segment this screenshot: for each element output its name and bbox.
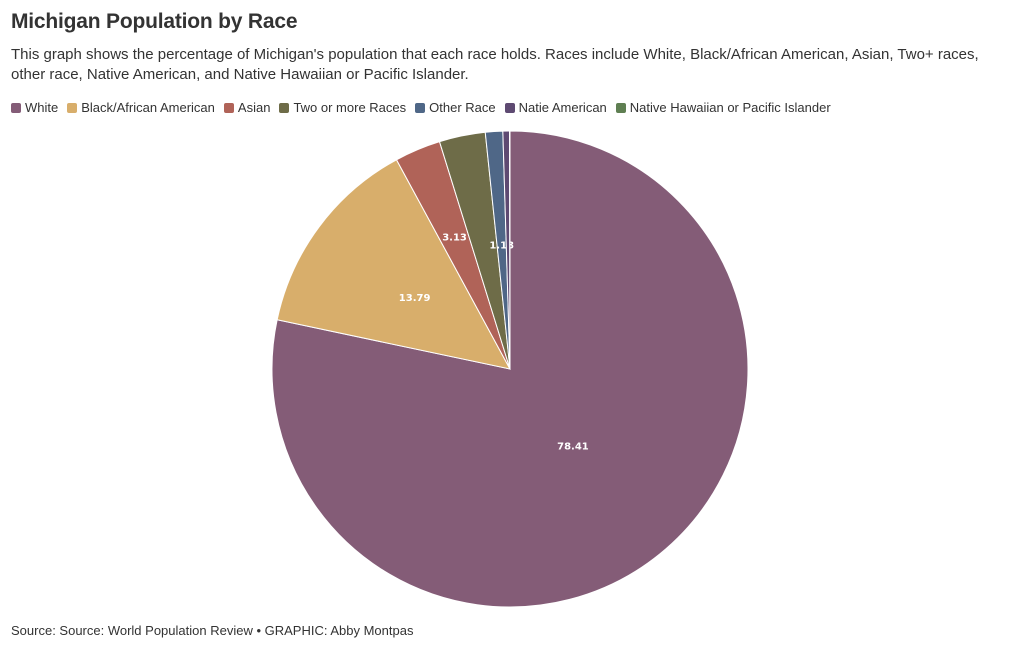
data-label-other-race: 1.18 <box>489 241 514 252</box>
legend-item-white[interactable]: White <box>11 100 58 115</box>
legend-swatch <box>279 102 290 113</box>
data-label-black-african-american: 13.79 <box>399 293 431 304</box>
legend-label: Black/African American <box>81 100 215 115</box>
chart-legend: White Black/African American Asian Two or m… <box>11 100 840 115</box>
data-label-white: 78.41 <box>557 442 589 453</box>
legend-swatch <box>223 102 234 113</box>
legend-label: Other Race <box>429 100 496 115</box>
pie-slice-black-african-american[interactable] <box>276 159 511 370</box>
legend-label: Native Hawaiian or Pacific Islander <box>629 100 831 115</box>
legend-item-other-race[interactable]: Other Race <box>415 100 496 115</box>
legend-label: Natie American <box>518 100 607 115</box>
legend-item-asian[interactable]: Asian <box>223 100 271 115</box>
legend-item-natie-american[interactable]: Natie American <box>504 100 607 115</box>
legend-swatch <box>615 102 626 113</box>
legend-swatch <box>504 102 515 113</box>
legend-label: Two or more Races <box>293 100 407 115</box>
pie-slice-white[interactable] <box>271 130 749 608</box>
legend-item-native-hawaiian-or-pacific-islander[interactable]: Native Hawaiian or Pacific Islander <box>615 100 831 115</box>
legend-swatch <box>67 102 78 113</box>
data-label-asian: 3.13 <box>442 232 467 243</box>
legend-swatch <box>11 102 21 113</box>
source-credit: Source: Source: World Population Review … <box>11 623 414 638</box>
chart-subtitle: This graph shows the percentage of Michi… <box>11 46 979 83</box>
legend-label: Asian <box>237 100 271 115</box>
legend-item-two-or-more-races[interactable]: Two or more Races <box>279 100 406 115</box>
legend-label: White <box>25 100 59 115</box>
legend-swatch <box>415 102 426 113</box>
chart-title: Michigan Population by Race <box>11 10 298 33</box>
legend-item-black-african-american[interactable]: Black/African American <box>67 100 215 115</box>
